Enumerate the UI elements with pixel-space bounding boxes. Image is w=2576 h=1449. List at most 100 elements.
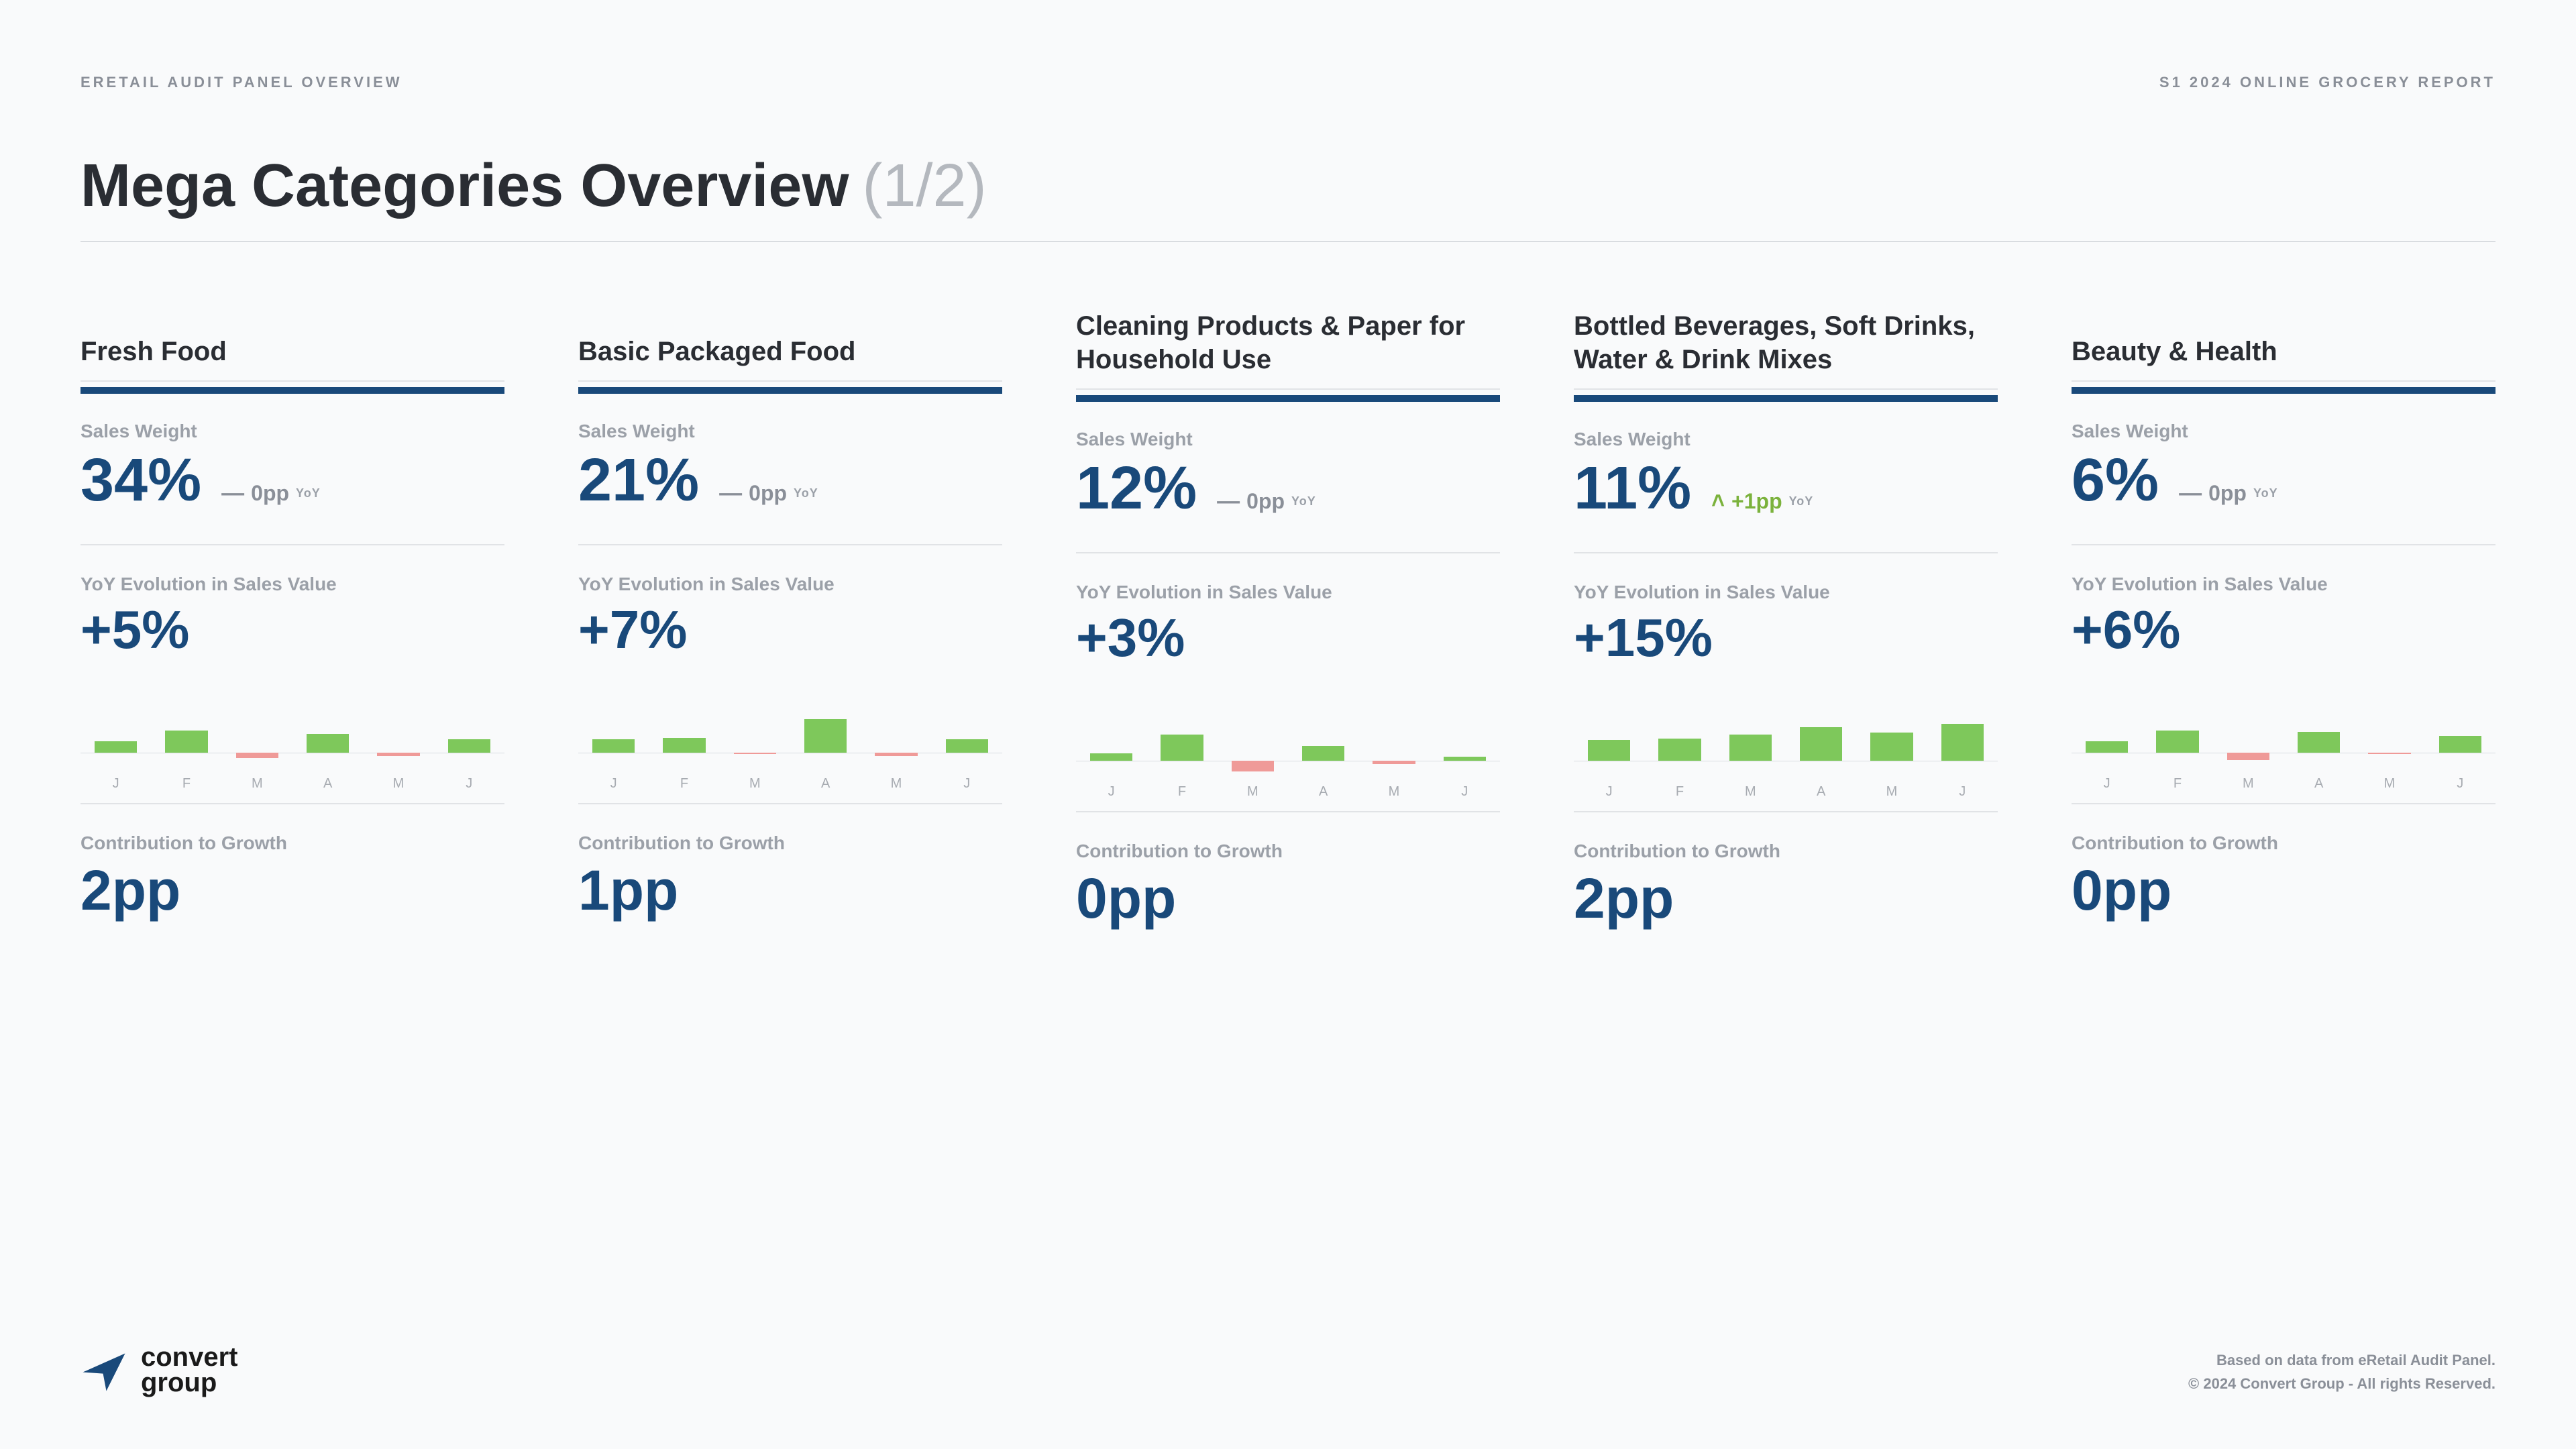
chart-bar <box>1658 739 1701 761</box>
category-card: Cleaning Products & Paper for Household … <box>1076 309 1500 926</box>
yoy-evolution-label: YoY Evolution in Sales Value <box>2072 574 2496 595</box>
sales-weight-row: 11%˄+1ppYoY <box>1574 458 1998 553</box>
footer-right: Based on data from eRetail Audit Panel. … <box>2188 1348 2496 1395</box>
contribution-value: 2pp <box>1574 870 1998 926</box>
chart-x-label: F <box>1676 784 1684 800</box>
chart-bar <box>95 741 137 753</box>
category-accent-bar <box>2072 387 2496 394</box>
category-title: Beauty & Health <box>2072 309 2496 382</box>
dash-icon: — <box>719 482 742 504</box>
chart-bars <box>578 697 1002 769</box>
categories-grid: Fresh FoodSales Weight34%—0ppYoYYoY Evol… <box>80 309 2496 926</box>
chart-x-label: M <box>1886 784 1898 800</box>
chart-bar <box>1444 757 1486 761</box>
chart-x-label: M <box>1247 784 1258 800</box>
yoy-evolution-label: YoY Evolution in Sales Value <box>1076 582 1500 603</box>
chart-x-labels: JFMAMJ <box>1076 784 1500 804</box>
chart-x-labels: JFMAMJ <box>1574 784 1998 804</box>
chart-bars <box>80 697 504 769</box>
yoy-evolution-value: +5% <box>80 603 504 657</box>
chart-bar <box>1373 761 1415 765</box>
footer: convert group Based on data from eRetail… <box>80 1344 2496 1395</box>
contribution-value: 0pp <box>1076 870 1500 926</box>
sales-weight-value: 21% <box>578 450 699 511</box>
chart-x-label: M <box>252 776 263 792</box>
logo: convert group <box>80 1344 238 1395</box>
sales-weight-delta: — 0pp YoY <box>2179 481 2278 506</box>
chart-x-label: A <box>821 776 830 792</box>
chart-bar <box>1800 727 1842 761</box>
contribution-label: Contribution to Growth <box>578 833 1002 854</box>
delta-yoy-suffix: YoY <box>296 486 321 500</box>
sales-weight-delta: ˄+1ppYoY <box>1711 489 1813 514</box>
sales-weight-row: 6% — 0pp YoY <box>2072 450 2496 545</box>
sales-weight-value: 6% <box>2072 450 2159 511</box>
delta-text: 0pp <box>2208 481 2247 506</box>
sales-weight-row: 21% —0ppYoY <box>578 450 1002 545</box>
yoy-bar-chart: JFMAMJ <box>80 697 504 804</box>
page-title-counter: (1/2) <box>862 152 986 221</box>
sales-weight-value: 34% <box>80 450 201 511</box>
yoy-evolution-label: YoY Evolution in Sales Value <box>1574 582 1998 603</box>
contribution-label: Contribution to Growth <box>2072 833 2496 854</box>
footer-line-1: Based on data from eRetail Audit Panel. <box>2188 1348 2496 1372</box>
yoy-evolution-value: +6% <box>2072 603 2496 657</box>
chart-x-labels: JFMAMJ <box>80 776 504 796</box>
page-title: Mega Categories Overview <box>80 152 849 221</box>
chart-x-label: F <box>182 776 191 792</box>
dash-icon: — <box>2179 482 2202 504</box>
chart-bar <box>377 753 419 757</box>
chart-x-label: J <box>466 776 472 792</box>
chart-x-label: M <box>2384 776 2396 792</box>
chart-x-label: J <box>1959 784 1966 800</box>
delta-yoy-suffix: YoY <box>2253 486 2278 500</box>
chart-x-label: J <box>963 776 970 792</box>
chart-bar <box>2439 736 2481 753</box>
page-title-row: Mega Categories Overview (1/2) <box>80 152 2496 242</box>
logo-text: convert group <box>141 1344 238 1395</box>
chart-bar <box>946 739 988 752</box>
contribution-value: 0pp <box>2072 862 2496 918</box>
sales-weight-label: Sales Weight <box>80 421 504 442</box>
chart-bar <box>1729 735 1772 761</box>
chart-bar <box>1588 740 1630 760</box>
contribution-value: 1pp <box>578 862 1002 918</box>
arrow-up-icon: ˄ <box>1711 490 1725 513</box>
sales-weight-delta: —0ppYoY <box>719 481 818 506</box>
category-card: Fresh FoodSales Weight34%—0ppYoYYoY Evol… <box>80 309 504 926</box>
sales-weight-delta: —0ppYoY <box>1217 489 1316 514</box>
chart-bar <box>307 734 349 753</box>
chart-bar <box>165 731 207 753</box>
chart-x-label: M <box>393 776 405 792</box>
chart-x-label: J <box>1606 784 1613 800</box>
chart-x-label: A <box>1319 784 1328 800</box>
chart-bar <box>2298 732 2340 752</box>
dash-icon: — <box>221 482 244 504</box>
chart-x-label: M <box>749 776 761 792</box>
logo-text-1: convert <box>141 1344 238 1370</box>
chart-x-label: A <box>2314 776 2323 792</box>
category-accent-bar <box>1574 395 1998 402</box>
category-accent-bar <box>1076 395 1500 402</box>
yoy-evolution-value: +7% <box>578 603 1002 657</box>
chart-x-label: J <box>2457 776 2463 792</box>
sales-weight-delta: —0ppYoY <box>221 481 321 506</box>
sales-weight-value: 12% <box>1076 458 1197 519</box>
category-card: Bottled Beverages, Soft Drinks, Water & … <box>1574 309 1998 926</box>
header-left: ERETAIL AUDIT PANEL OVERVIEW <box>80 74 402 91</box>
sales-weight-row: 34% —0ppYoY <box>80 450 504 545</box>
yoy-evolution-label: YoY Evolution in Sales Value <box>80 574 504 595</box>
chart-bar <box>2227 753 2269 760</box>
sales-weight-label: Sales Weight <box>1076 429 1500 450</box>
logo-icon <box>80 1346 127 1393</box>
delta-yoy-suffix: YoY <box>1789 494 1814 508</box>
chart-x-label: M <box>2243 776 2254 792</box>
chart-x-label: F <box>2174 776 2182 792</box>
yoy-bar-chart: JFMAMJ <box>2072 697 2496 804</box>
category-title: Basic Packaged Food <box>578 309 1002 382</box>
contribution-label: Contribution to Growth <box>1076 841 1500 862</box>
chart-bars <box>1574 705 1998 777</box>
chart-bar <box>1232 761 1274 772</box>
chart-bar <box>1090 753 1132 761</box>
chart-bar <box>663 738 705 753</box>
